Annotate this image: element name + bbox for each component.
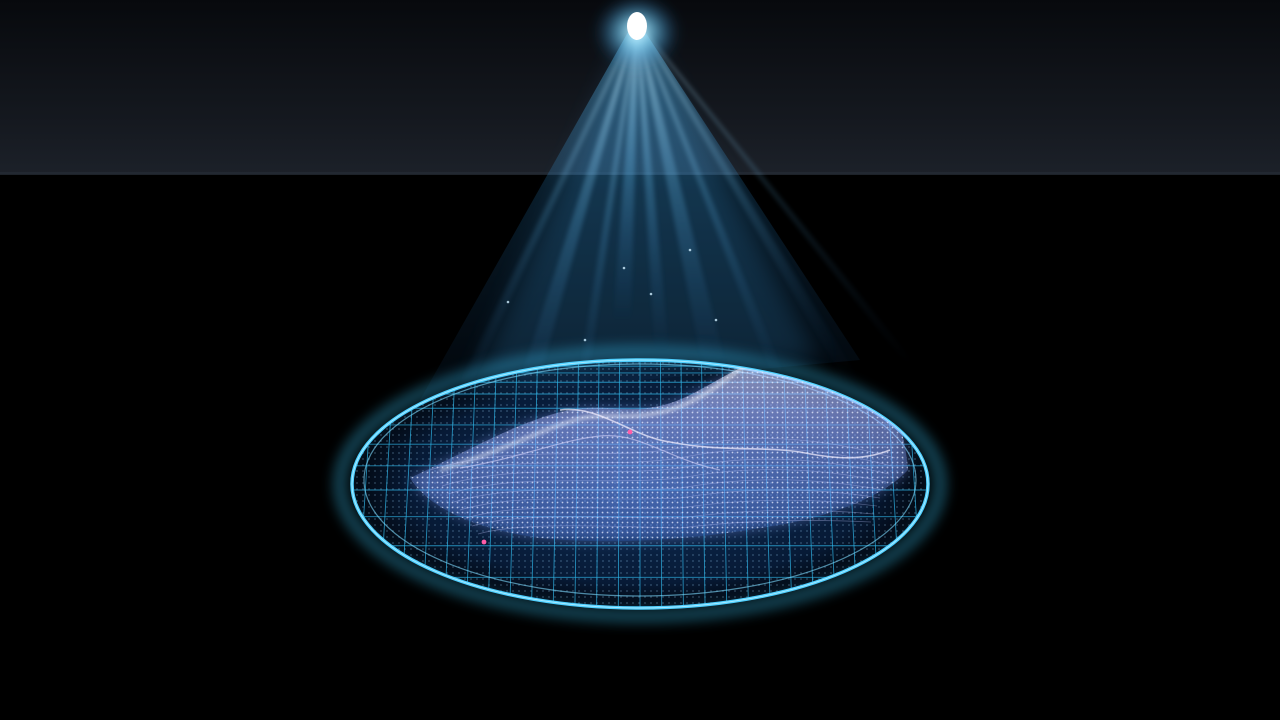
terrain-contour-line [477, 519, 872, 535]
beam-ray [635, 22, 669, 352]
terrain-dot-texture [410, 360, 908, 542]
terrain-contour-line [459, 489, 881, 511]
terrain-contour-line [435, 448, 893, 479]
terrain-ridge-tertiary [459, 435, 721, 471]
floating-particle [583, 338, 587, 342]
beam-ray [635, 22, 861, 382]
beam-ray [613, 22, 639, 322]
terrain-contour-line [441, 458, 890, 487]
beam-ray [575, 22, 639, 402]
platform-inner-ring [363, 363, 917, 597]
terrain-contour-line [471, 509, 875, 527]
beam-ray [635, 22, 791, 392]
floating-particle [714, 318, 718, 322]
terrain-contour-line [429, 438, 896, 471]
sparkle-marker [627, 429, 633, 435]
terrain-ridge-main [439, 360, 898, 472]
terrain-ridge-secondary [559, 408, 891, 459]
beam-ray [443, 22, 639, 417]
beam-ray [635, 22, 728, 372]
floating-particle [622, 266, 626, 270]
floating-particle [506, 300, 510, 304]
beam-rays [443, 22, 918, 417]
terrain-contour-line [465, 499, 878, 519]
sparkle-marker [481, 539, 487, 545]
floating-particle [649, 292, 653, 296]
floating-particle [688, 248, 692, 252]
platform-glow [333, 345, 947, 623]
terrain-contour-line [453, 479, 884, 503]
terrain-mesh-icon [410, 360, 908, 545]
terrain-contour-line [447, 469, 887, 495]
platform-ring-highlight [351, 359, 929, 609]
beam-ray [510, 22, 639, 412]
terrain-contours [429, 438, 896, 535]
floating-particles [506, 248, 718, 342]
beam-source-core [627, 12, 647, 40]
light-beam-icon [420, 0, 918, 417]
beam-ray [635, 22, 918, 367]
